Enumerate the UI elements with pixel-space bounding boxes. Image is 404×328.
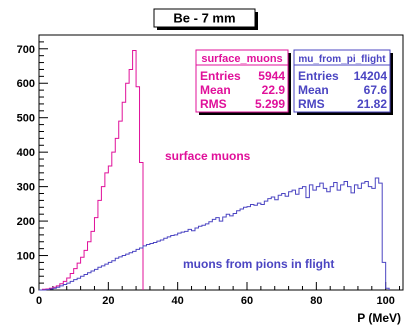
stats-entries-value: 14204: [354, 69, 388, 83]
y-tick-label: 0: [29, 285, 35, 297]
y-tick-label: 500: [17, 113, 35, 125]
stats-box-surface-muons: surface_muons Entries 5944 Mean 22.9 RMS…: [195, 49, 291, 115]
series-mu-from-pi-flight: [39, 177, 390, 291]
y-axis: 0 100 200 300 400 500 600 700: [17, 34, 48, 297]
stats-rms-label: RMS: [200, 97, 227, 111]
series-layer: [39, 50, 390, 291]
series-surface-muons: [39, 50, 144, 291]
stats-box-title: mu_from_pi_flight: [298, 54, 386, 65]
y-tick-label: 200: [17, 216, 35, 228]
stats-rms-label: RMS: [298, 97, 325, 111]
chart-title: Be - 7 mm: [173, 11, 235, 26]
stats-entries-label: Entries: [298, 69, 339, 83]
stats-mean-label: Mean: [298, 83, 329, 97]
stats-mean-label: Mean: [200, 83, 231, 97]
x-tick-label: 0: [36, 295, 42, 307]
stats-rms-value: 5.299: [255, 97, 285, 111]
x-tick-label: 20: [102, 295, 114, 307]
y-tick-label: 700: [17, 44, 35, 56]
x-axis-label: P (MeV): [357, 311, 401, 325]
stats-box-title: surface_muons: [201, 53, 282, 65]
stats-box-mu-from-pi-flight: mu_from_pi_flight Entries 14204 Mean 67.…: [293, 49, 393, 115]
stats-entries-label: Entries: [200, 69, 241, 83]
x-tick-label: 60: [241, 295, 253, 307]
stats-entries-value: 5944: [258, 69, 285, 83]
stats-mean-value: 22.9: [262, 83, 286, 97]
x-axis: 0 20 40 60 80 100: [36, 282, 401, 307]
annotation-muons-from-pions: muons from pions in flight: [183, 257, 334, 271]
stats-box-frame: [195, 49, 289, 113]
title-box: [153, 8, 256, 28]
annotation-surface-muons: surface muons: [165, 149, 251, 163]
plot-frame: [38, 34, 404, 291]
stats-box-frame: [293, 49, 391, 113]
y-tick-label: 100: [17, 251, 35, 263]
stats-rms-value: 21.82: [357, 97, 387, 111]
x-tick-label: 40: [172, 295, 184, 307]
y-tick-label: 400: [17, 147, 35, 159]
y-tick-label: 600: [17, 78, 35, 90]
x-tick-label: 80: [310, 295, 322, 307]
x-tick-label: 100: [376, 295, 394, 307]
stats-mean-value: 67.6: [364, 83, 388, 97]
y-tick-label: 300: [17, 182, 35, 194]
